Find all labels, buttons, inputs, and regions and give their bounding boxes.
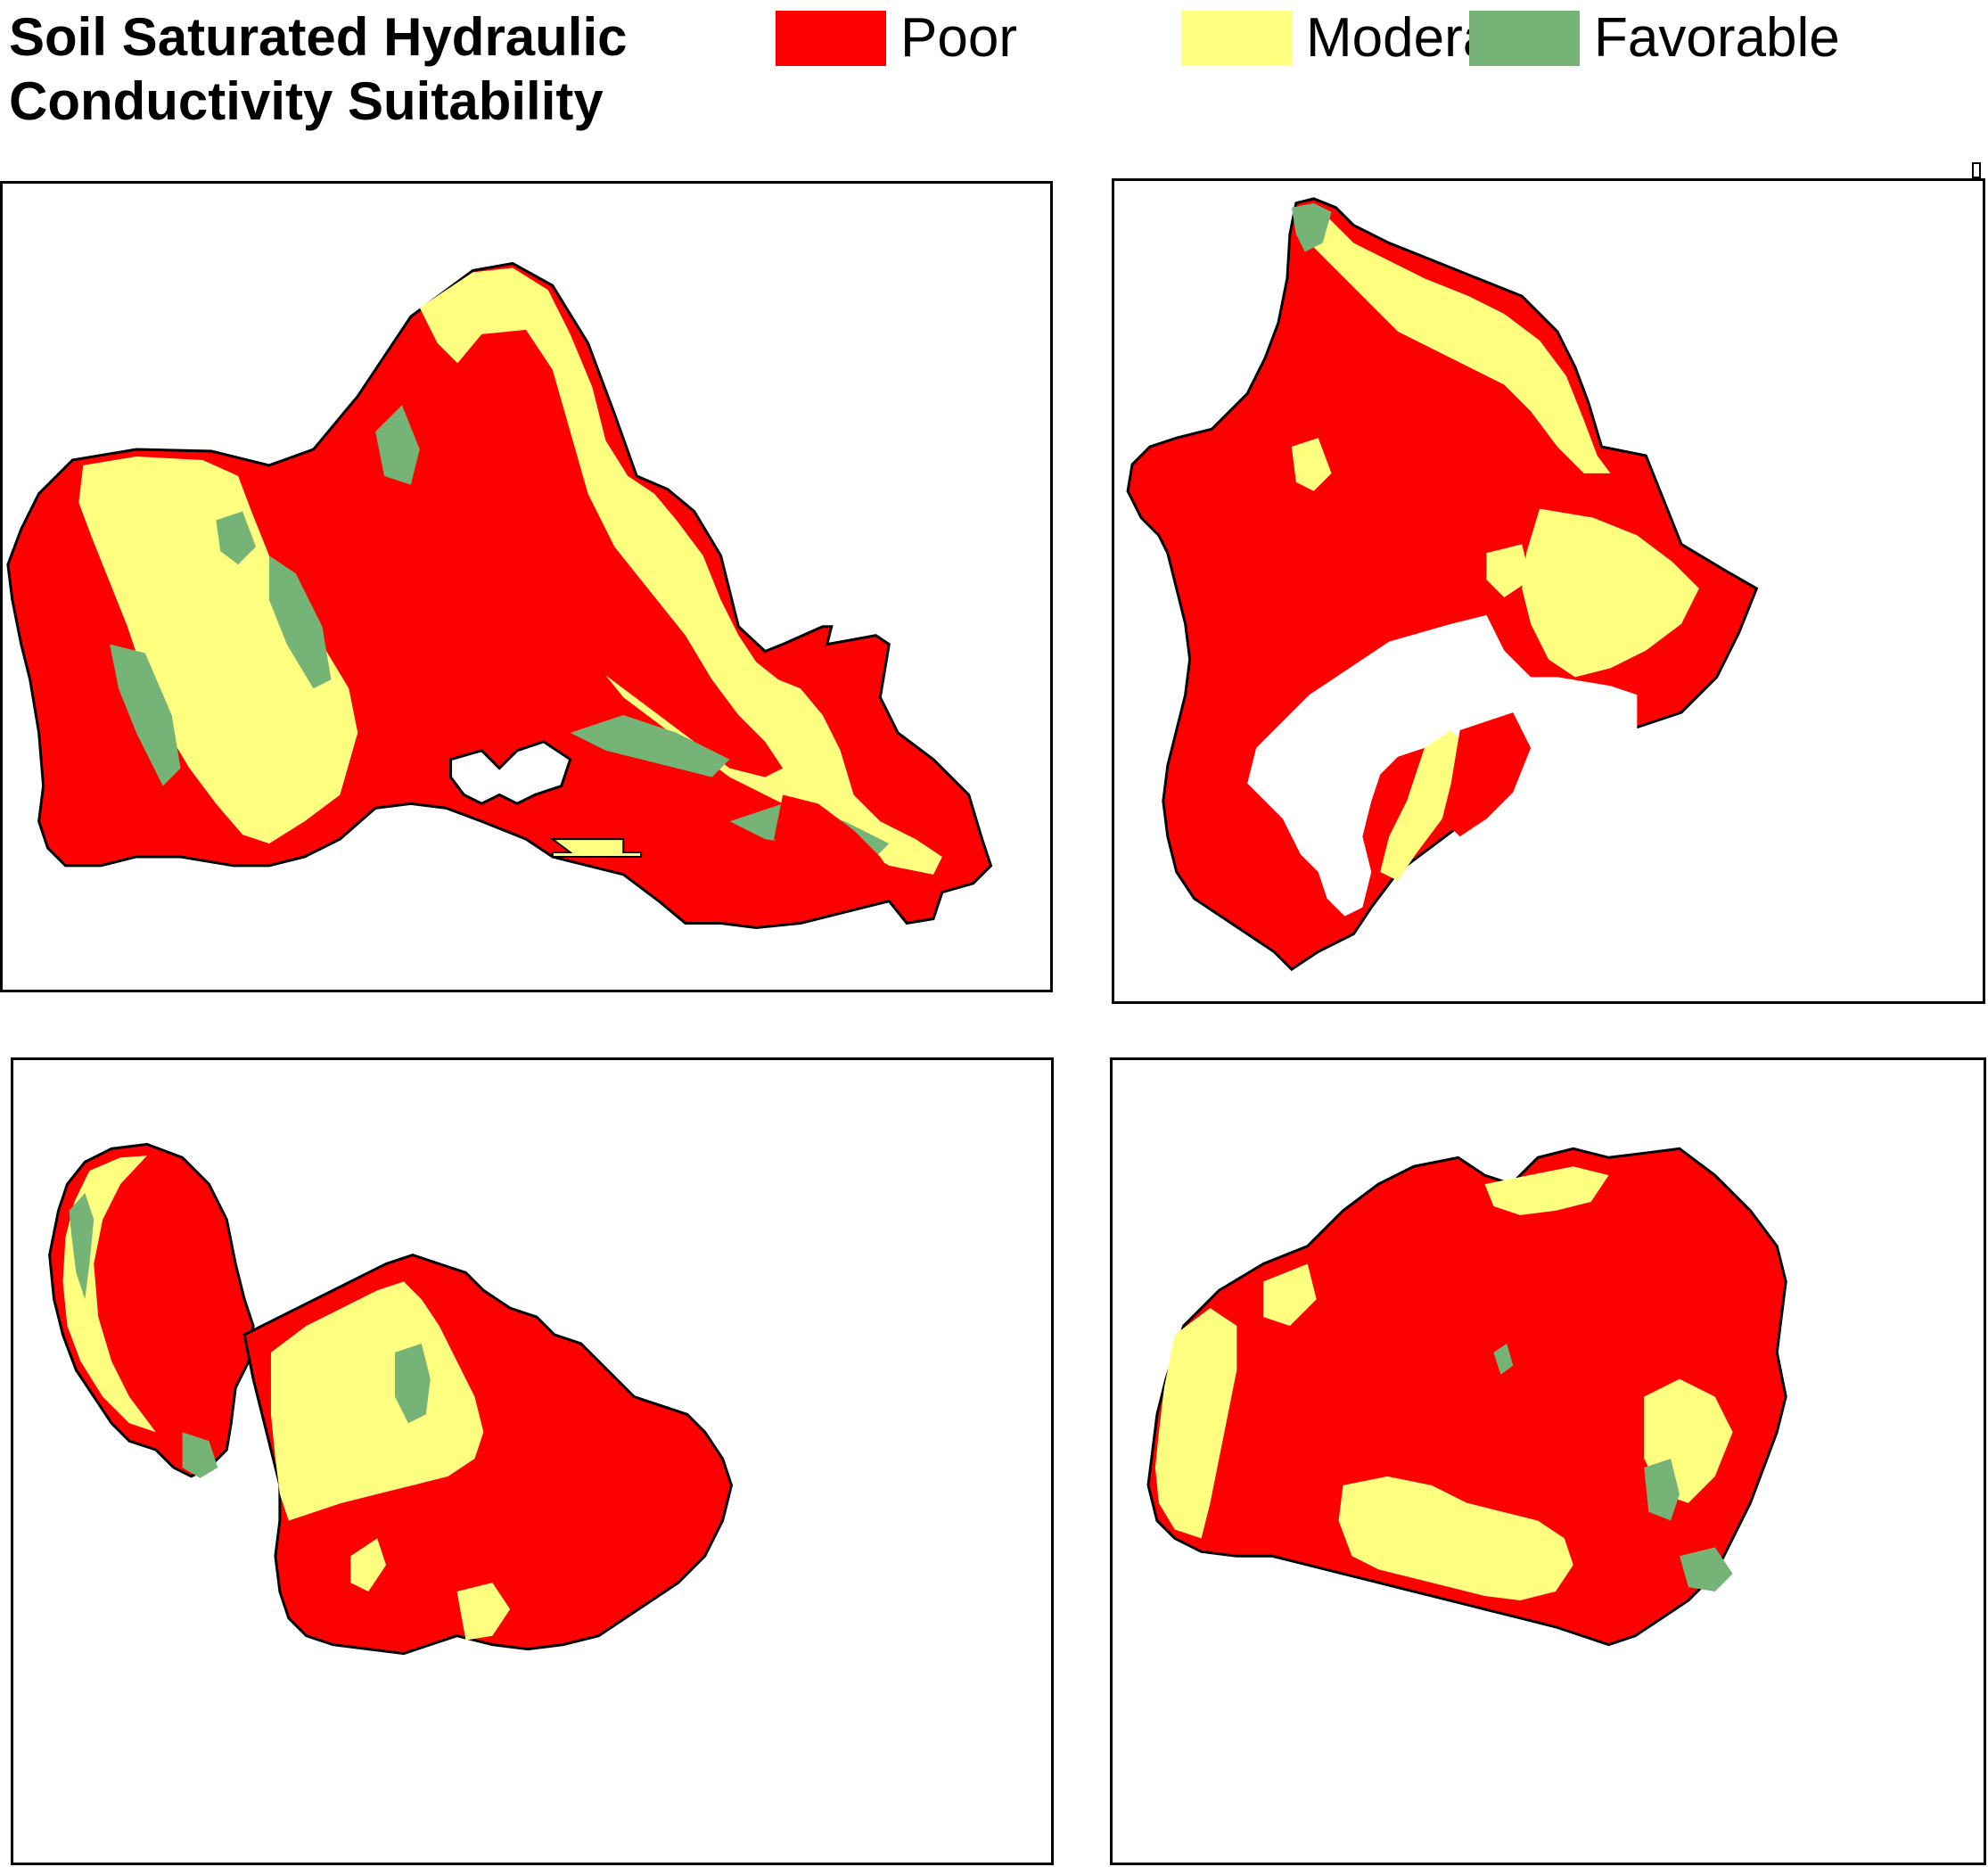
map-panel-oahu [0,181,1053,992]
hawaii-favorable-tip [1291,202,1332,252]
oahu-favorable-band-2 [110,644,181,786]
oahu-favorable-band-1 [268,555,332,689]
hawaii-moderate-north [1295,207,1611,473]
kauai-favorable-east [1644,1459,1680,1521]
map-panel-kauai [1110,1057,1986,1865]
legend-swatch-moderate [1181,11,1292,66]
kauai-moderate-south [1338,1476,1573,1600]
hawaii-poor-south [1442,712,1532,837]
maui-moderate-coast-south [456,1583,511,1641]
kauai-favorable-center [1493,1343,1514,1375]
kauai-moderate-northwest [1263,1263,1317,1327]
map-title-line-1: Soil Saturated Hydraulic [9,7,628,67]
kauai-favorable-southeast [1680,1547,1733,1592]
oahu-favorable-band-6 [216,511,257,565]
oahu-poor-east [774,794,899,892]
legend-swatch-poor [776,11,886,66]
oahu-moderate-airport [549,838,643,858]
maui-west-favorable-rim [69,1193,94,1300]
map-title-line-2: Conductivity Suitability [9,71,604,131]
legend-swatch-favorable [1469,11,1580,66]
maui-moderate-patch-south [350,1538,387,1592]
corner-mark [1972,162,1981,178]
map-kauai [1146,1147,1787,1647]
legend-label-poor: Poor [900,7,1017,69]
hawaii-moderate-streak-2 [1486,544,1532,597]
map-title: Soil Saturated Hydraulic Conductivity Su… [9,5,628,134]
kauai-moderate-north [1484,1166,1609,1215]
map-hawaii [1126,197,1759,972]
oahu-moderate-west [78,456,358,844]
oahu-poor-center [428,329,784,777]
map-panel-maui [11,1057,1054,1865]
map-maui [48,1142,734,1656]
hawaii-moderate-streak-1 [1291,438,1332,491]
kauai-moderate-west [1154,1308,1237,1539]
oahu-pearl-harbor [449,740,572,806]
map-oahu [6,261,993,929]
maui-favorable-gully [395,1343,431,1424]
hawaii-moderate-east [1522,508,1699,678]
hawaii-moderate-southwest [1380,729,1469,881]
legend-label-favorable: Favorable [1594,7,1840,69]
oahu-favorable-band-5 [375,405,420,485]
maui-moderate-haleakala-west [270,1281,484,1521]
maui-west-favorable-south [182,1432,218,1478]
oahu-favorable-band-3 [570,715,730,777]
map-panel-hawaii [1112,178,1985,1004]
hawaii-saddle-white [1247,614,1638,917]
